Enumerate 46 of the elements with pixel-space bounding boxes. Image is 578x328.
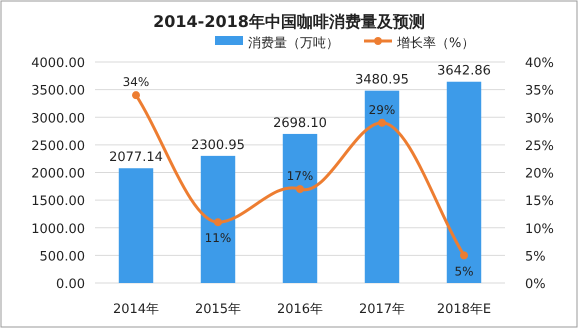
y2-tick-label: 15% <box>525 194 554 210</box>
y-tick-label: 1500.00 <box>31 194 85 210</box>
point <box>296 185 304 194</box>
data-label: 2077.14 <box>109 150 163 166</box>
data-label: 29% <box>368 102 396 117</box>
data-label: 34% <box>122 75 150 90</box>
bar <box>200 156 236 283</box>
y2-tick-label: 30% <box>525 111 554 126</box>
y2-tick-label: 35% <box>525 84 554 99</box>
x-tick-label: 2015年 <box>194 302 242 317</box>
point <box>214 218 222 226</box>
x-tick-label: 2014年 <box>112 302 160 317</box>
y-tick-label: 2500.00 <box>31 138 85 154</box>
y2-tick-label: 25% <box>525 138 554 154</box>
y-tick-label: 0.00 <box>56 277 85 292</box>
bar <box>282 134 318 283</box>
x-tick-label: 2018年E <box>436 302 492 317</box>
point <box>132 91 140 100</box>
y-tick-label: 3500.00 <box>31 84 85 99</box>
bar <box>364 90 400 283</box>
y2-tick-label: 5% <box>525 249 546 264</box>
y2-tick-label: 0% <box>525 277 546 292</box>
y-tick-label: 1000.00 <box>31 222 85 237</box>
y2-tick-label: 40% <box>525 56 554 71</box>
data-label: 3480.95 <box>355 72 409 88</box>
y2-tick-label: 10% <box>525 222 554 237</box>
y-tick-label: 2000.00 <box>31 166 85 182</box>
y-tick-label: 500.00 <box>40 249 85 264</box>
x-tick-label: 2016年 <box>276 302 324 317</box>
y-tick-label: 4000.00 <box>31 56 85 71</box>
data-label: 5% <box>454 264 474 278</box>
data-label: 17% <box>286 169 314 184</box>
y-tick-label: 3000.00 <box>31 111 85 126</box>
point <box>460 251 468 260</box>
legend-label: 消费量（万吨） <box>248 36 339 51</box>
bar <box>118 168 154 283</box>
data-label: 2300.95 <box>191 138 245 153</box>
chart-title: 2014-2018年中国咖啡消费量及预测 <box>153 12 425 31</box>
point <box>378 118 386 127</box>
data-label: 11% <box>204 231 232 246</box>
legend-label: 增长率（%） <box>396 35 474 51</box>
data-label: 3642.86 <box>437 64 491 79</box>
x-tick-label: 2017年 <box>358 302 406 317</box>
bar <box>446 82 482 283</box>
y2-tick-label: 20% <box>525 166 554 182</box>
data-label: 2698.10 <box>273 116 327 131</box>
